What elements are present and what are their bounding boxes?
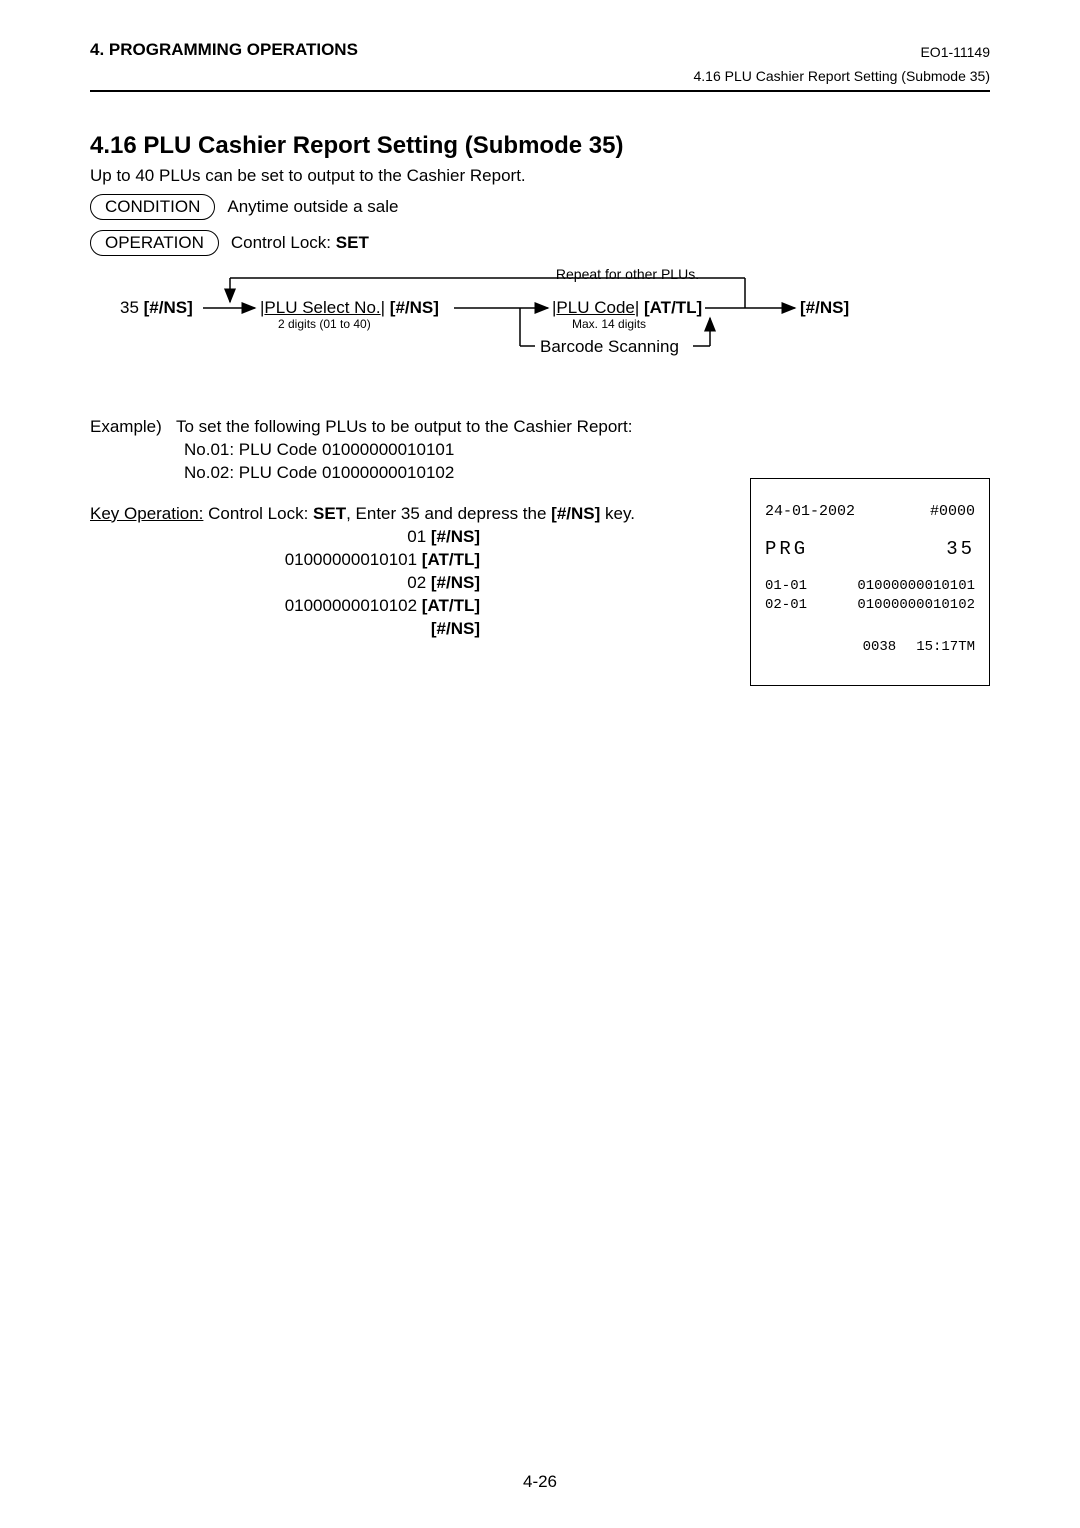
keyop-bold2: [#/NS] — [551, 504, 600, 523]
condition-text: Anytime outside a sale — [227, 197, 398, 217]
operation-diagram: 35 [#/NS] |PLU Select No.| [#/NS] 2 digi… — [90, 286, 990, 396]
diag-step4: [#/NS] — [800, 298, 849, 318]
key-line-key: [AT/TL] — [422, 550, 480, 569]
diag-step1-key: [#/NS] — [144, 298, 193, 317]
operation-text: Control Lock: SET — [231, 233, 369, 253]
receipt-date: 24-01-2002 — [765, 501, 855, 522]
section-title: 4.16 PLU Cashier Report Setting (Submode… — [90, 132, 990, 160]
diag-step1: 35 [#/NS] — [120, 298, 193, 318]
receipt-row-b: 01000000010102 — [857, 596, 975, 616]
diag-step3-note: Max. 14 digits — [572, 317, 646, 331]
example-line1: To set the following PLUs to be output t… — [176, 417, 632, 436]
receipt-mode-row: PRG 35 — [765, 536, 975, 563]
key-line: 01000000010101 [AT/TL] — [265, 549, 480, 572]
condition-pill: CONDITION — [90, 194, 215, 220]
diag-step2-note: 2 digits (01 to 40) — [278, 317, 371, 331]
diag-barcode-label: Barcode Scanning — [540, 337, 679, 357]
receipt-header-row: 24-01-2002 #0000 — [765, 501, 975, 522]
receipt-row-a: 02-01 — [765, 596, 807, 616]
key-line-key: [#/NS] — [431, 527, 480, 546]
page-subheader: 4.16 PLU Cashier Report Setting (Submode… — [90, 68, 990, 84]
key-line-left: 01000000010102 — [285, 596, 422, 615]
receipt-data-row: 01-01 01000000010101 — [765, 577, 975, 597]
diag-step3-label: PLU Code — [556, 298, 634, 317]
receipt-counter: 0038 — [863, 638, 897, 658]
keyop-bold1: SET — [313, 504, 346, 523]
diag-step2-key: [#/NS] — [385, 298, 439, 317]
receipt-time: 15:17TM — [916, 638, 975, 658]
receipt-printout: 24-01-2002 #0000 PRG 35 01-01 0100000001… — [750, 478, 990, 686]
receipt-seq: #0000 — [930, 501, 975, 522]
page-header: 4. PROGRAMMING OPERATIONS EO1-11149 — [90, 40, 990, 60]
intro-text: Up to 40 PLUs can be set to output to th… — [90, 166, 990, 186]
diag-step3: |PLU Code| [AT/TL] — [552, 298, 702, 318]
example-block: Example) To set the following PLUs to be… — [90, 416, 990, 485]
key-line-left: 01 — [407, 527, 431, 546]
receipt-footer: 0038 15:17TM — [765, 638, 975, 658]
page-number: 4-26 — [0, 1472, 1080, 1492]
key-line: 02 [#/NS] — [265, 572, 480, 595]
receipt-row-a: 01-01 — [765, 577, 807, 597]
operation-bold: SET — [336, 233, 369, 252]
key-line-key: [#/NS] — [431, 573, 480, 592]
keyop-mid: , Enter 35 and depress the — [346, 504, 551, 523]
example-line2: No.01: PLU Code 01000000010101 — [184, 439, 990, 462]
diag-step2-label: PLU Select No. — [264, 298, 380, 317]
keyop-prefix: Control Lock: — [203, 504, 313, 523]
repeat-label: Repeat for other PLUs. — [265, 266, 990, 282]
operation-pill: OPERATION — [90, 230, 219, 256]
condition-row: CONDITION Anytime outside a sale — [90, 194, 990, 220]
receipt-row-b: 01000000010101 — [857, 577, 975, 597]
chapter-title: 4. PROGRAMMING OPERATIONS — [90, 40, 358, 60]
document-id: EO1-11149 — [920, 44, 990, 60]
diag-step2: |PLU Select No.| [#/NS] — [260, 298, 439, 318]
operation-prefix: Control Lock: — [231, 233, 336, 252]
operation-row: OPERATION Control Lock: SET — [90, 230, 990, 256]
key-line: [#/NS] — [265, 618, 480, 641]
diag-step1-prefix: 35 — [120, 298, 144, 317]
header-divider — [90, 90, 990, 92]
key-operation-label: Key Operation: — [90, 504, 203, 523]
keyop-suffix: key. — [600, 504, 635, 523]
example-label: Example) — [90, 417, 162, 436]
key-line-left: 02 — [407, 573, 431, 592]
key-line-left: 01000000010101 — [285, 550, 422, 569]
key-line: 01 [#/NS] — [265, 526, 480, 549]
receipt-data-row: 02-01 01000000010102 — [765, 596, 975, 616]
diag-step3-key: [AT/TL] — [639, 298, 702, 317]
key-line-key: [AT/TL] — [422, 596, 480, 615]
receipt-submode: 35 — [946, 536, 975, 563]
key-line-key: [#/NS] — [431, 619, 480, 638]
key-line: 01000000010102 [AT/TL] — [265, 595, 480, 618]
receipt-mode: PRG — [765, 536, 808, 563]
